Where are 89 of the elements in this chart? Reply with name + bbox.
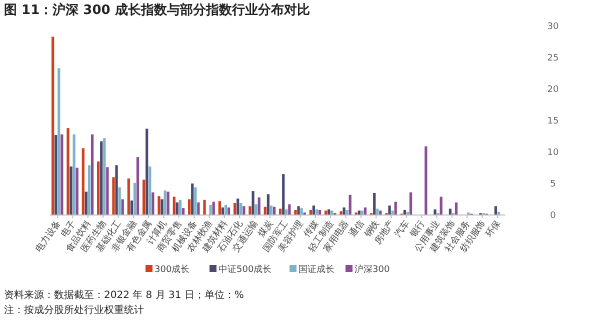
bar	[376, 208, 379, 215]
bar	[494, 206, 498, 215]
bar	[100, 141, 103, 215]
bar	[440, 196, 442, 215]
bar	[194, 187, 197, 215]
chart-title: 图 11：沪深 300 成长指数与部分指数行业分布对比	[4, 2, 310, 18]
bar	[224, 204, 228, 215]
y-tick-label: 5	[550, 180, 556, 190]
bar	[191, 184, 194, 215]
bar	[88, 165, 91, 215]
legend-label: 300成长	[154, 264, 190, 275]
y-tick-label: 20	[547, 85, 559, 95]
bar	[209, 204, 212, 215]
bar	[454, 202, 458, 215]
text: 注：按成分股所处行业权重统计	[4, 304, 144, 316]
bar	[197, 202, 200, 215]
bar	[312, 206, 316, 215]
bar	[160, 199, 164, 215]
bar	[90, 134, 94, 215]
bar	[136, 157, 140, 215]
text: 资料来源：数据截至：2022 年 8 月 31 日；单位：%	[4, 289, 244, 301]
bar	[58, 68, 60, 215]
bar	[54, 134, 58, 215]
bar	[158, 196, 160, 215]
bar	[178, 200, 182, 215]
bar	[70, 166, 72, 215]
bar	[258, 197, 260, 215]
bar	[203, 200, 206, 215]
bar	[424, 146, 428, 215]
bar	[142, 180, 146, 215]
bar	[288, 204, 291, 215]
bar	[266, 194, 270, 215]
bar	[434, 209, 436, 215]
bar	[294, 210, 297, 215]
bar	[76, 168, 78, 215]
bar	[342, 207, 346, 215]
bar	[72, 134, 76, 215]
bar	[152, 192, 154, 215]
legend-label: 沪深300	[354, 264, 390, 275]
bar	[242, 206, 246, 215]
y-tick-label: 0	[550, 211, 556, 221]
bar	[248, 206, 252, 215]
bar	[297, 206, 300, 215]
bar	[106, 167, 109, 215]
bar	[279, 208, 282, 215]
bar	[84, 192, 88, 215]
x-tick-label: 环保	[484, 218, 503, 240]
bar	[448, 208, 452, 215]
bar	[409, 192, 412, 215]
bar	[252, 191, 254, 215]
bar	[388, 206, 391, 215]
bar	[133, 182, 136, 215]
bar	[66, 128, 70, 215]
bar	[270, 206, 273, 215]
bar	[188, 199, 191, 215]
bar	[212, 202, 215, 215]
bar	[218, 201, 221, 215]
bar	[60, 134, 64, 215]
y-tick-label: 15	[547, 116, 559, 126]
bar	[146, 128, 148, 215]
bar	[103, 138, 106, 215]
bar	[118, 187, 121, 215]
bar	[148, 166, 152, 215]
bar	[82, 148, 84, 215]
bar	[176, 202, 179, 215]
legend-label: 国证成长	[298, 264, 334, 275]
bar	[166, 192, 170, 215]
bar	[348, 194, 352, 215]
bar	[130, 200, 134, 215]
bar	[394, 202, 397, 215]
y-tick-label: 10	[547, 148, 559, 158]
bar	[97, 161, 100, 215]
bar	[112, 177, 115, 215]
bar	[240, 203, 242, 215]
bar	[236, 198, 240, 215]
bar	[164, 190, 166, 215]
bar	[340, 211, 342, 215]
bar	[52, 36, 54, 215]
bar	[373, 192, 376, 215]
bar	[121, 199, 124, 215]
bar	[115, 165, 118, 215]
legend-label: 中证500成长	[218, 264, 272, 275]
y-tick-label: 25	[547, 54, 559, 64]
bar	[282, 174, 285, 215]
bar	[234, 203, 236, 215]
bar	[127, 178, 130, 215]
y-tick-label: 30	[547, 22, 559, 32]
bar	[172, 196, 176, 215]
bar	[379, 210, 382, 215]
